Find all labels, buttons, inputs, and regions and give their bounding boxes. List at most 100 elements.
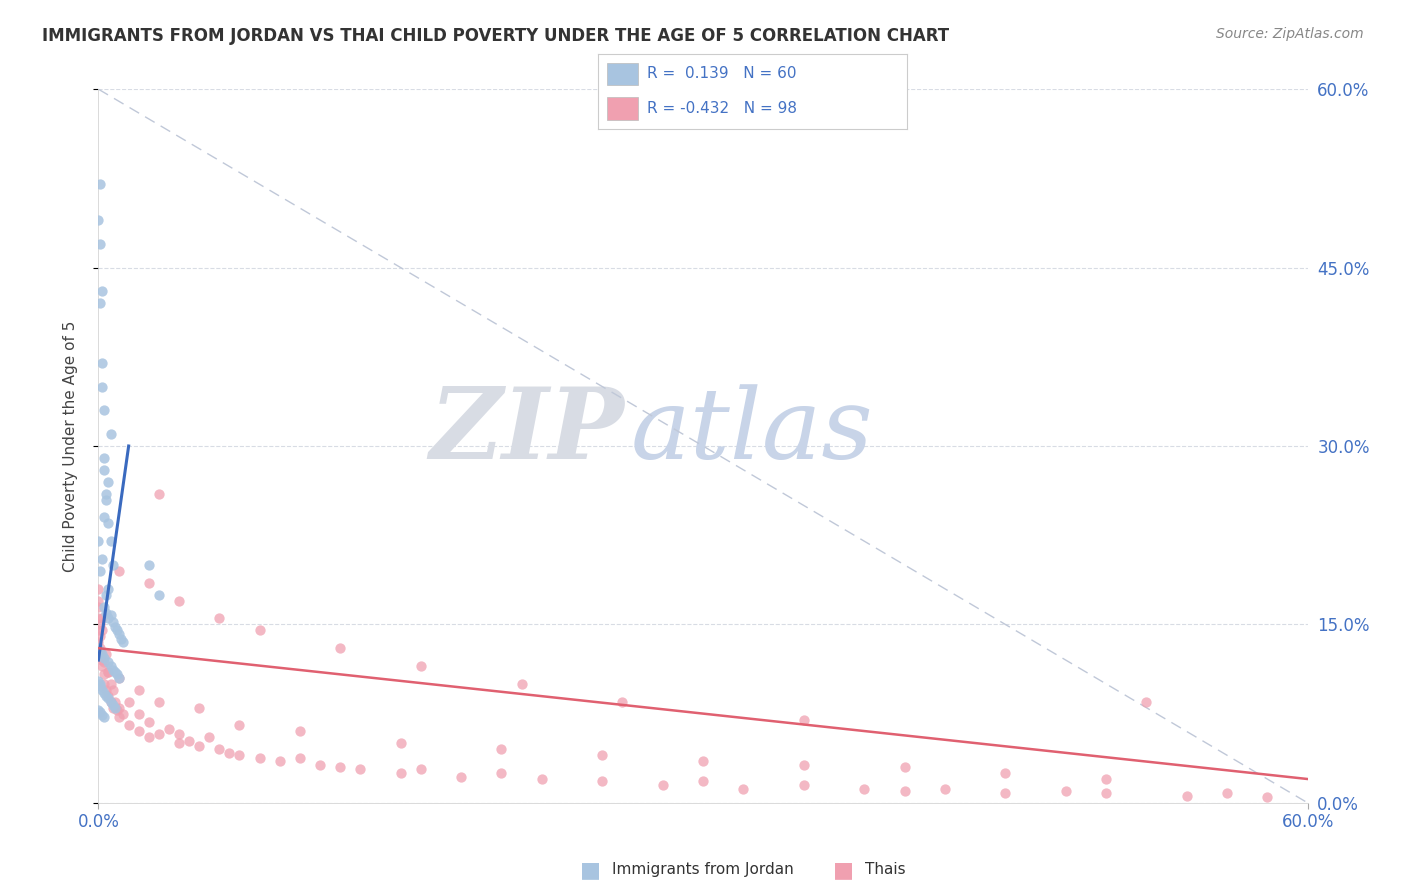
Point xyxy=(93,710,115,724)
Point xyxy=(87,703,110,717)
Point xyxy=(97,475,120,489)
Point xyxy=(105,624,128,638)
Text: ZIP: ZIP xyxy=(429,384,624,480)
Point xyxy=(167,736,190,750)
Point xyxy=(89,679,111,693)
Point xyxy=(91,682,114,697)
Point xyxy=(148,588,170,602)
Point xyxy=(87,534,110,549)
Point xyxy=(91,356,114,370)
Point xyxy=(91,647,114,661)
Point xyxy=(934,781,956,796)
Text: IMMIGRANTS FROM JORDAN VS THAI CHILD POVERTY UNDER THE AGE OF 5 CORRELATION CHAR: IMMIGRANTS FROM JORDAN VS THAI CHILD POV… xyxy=(42,27,949,45)
Point xyxy=(111,706,134,721)
Point xyxy=(87,213,110,227)
Point xyxy=(793,778,815,792)
Point xyxy=(994,786,1017,800)
Point xyxy=(97,611,120,625)
Text: Source: ZipAtlas.com: Source: ZipAtlas.com xyxy=(1216,27,1364,41)
Point xyxy=(198,731,221,745)
Point xyxy=(612,695,634,709)
Point xyxy=(1175,789,1198,803)
Point xyxy=(128,706,150,721)
Point xyxy=(96,682,118,697)
Point xyxy=(93,650,115,665)
Point xyxy=(179,734,201,748)
Bar xyxy=(607,97,638,120)
Point xyxy=(138,714,160,729)
Point xyxy=(591,748,613,763)
Point xyxy=(97,665,120,679)
Point xyxy=(188,700,211,714)
Point xyxy=(228,718,250,732)
Point xyxy=(100,677,122,691)
Point xyxy=(103,700,125,714)
Text: ■: ■ xyxy=(581,860,600,880)
Point xyxy=(1095,786,1118,800)
Point xyxy=(651,778,673,792)
Point xyxy=(97,582,120,596)
Point xyxy=(91,552,114,566)
Point xyxy=(91,707,114,722)
Point xyxy=(87,641,110,656)
Point xyxy=(491,766,513,780)
Point xyxy=(249,750,271,764)
Text: ■: ■ xyxy=(834,860,853,880)
Point xyxy=(1135,695,1157,709)
Y-axis label: Child Poverty Under the Age of 5: Child Poverty Under the Age of 5 xyxy=(63,320,77,572)
Point xyxy=(103,665,125,679)
Point xyxy=(93,450,115,465)
Point xyxy=(105,703,128,717)
Point xyxy=(491,742,513,756)
Point xyxy=(228,748,250,763)
Point xyxy=(93,403,115,417)
Point xyxy=(89,629,111,643)
Point xyxy=(91,285,114,299)
Point xyxy=(100,427,122,442)
Point xyxy=(91,379,114,393)
Point xyxy=(269,754,291,768)
Point xyxy=(208,611,231,625)
Point xyxy=(87,624,110,638)
Point xyxy=(100,695,122,709)
Point xyxy=(93,510,115,524)
Point xyxy=(510,677,533,691)
Point xyxy=(87,582,110,596)
Point xyxy=(288,724,311,739)
Point xyxy=(107,671,129,685)
Point xyxy=(93,686,115,700)
Point xyxy=(101,558,124,572)
Point xyxy=(530,772,553,786)
Point xyxy=(96,588,118,602)
Point xyxy=(409,763,432,777)
Point xyxy=(87,599,110,614)
Point xyxy=(91,611,114,625)
Point xyxy=(157,722,180,736)
Point xyxy=(103,620,125,634)
Point xyxy=(101,698,124,713)
Point xyxy=(148,695,170,709)
Point xyxy=(249,624,271,638)
Point xyxy=(87,593,110,607)
Point xyxy=(591,774,613,789)
Point xyxy=(96,689,118,703)
Text: Immigrants from Jordan: Immigrants from Jordan xyxy=(612,863,793,877)
Point xyxy=(103,695,125,709)
Point xyxy=(101,615,124,629)
Point xyxy=(101,663,124,677)
Point xyxy=(450,770,472,784)
Point xyxy=(87,70,110,85)
Point xyxy=(111,635,134,649)
Point xyxy=(389,766,412,780)
Point xyxy=(87,635,110,649)
Point xyxy=(853,781,876,796)
Point xyxy=(138,558,160,572)
Point xyxy=(1054,784,1077,798)
Point xyxy=(148,486,170,500)
Point xyxy=(93,599,115,614)
Point xyxy=(349,763,371,777)
Point xyxy=(96,606,118,620)
Point xyxy=(100,659,122,673)
Point xyxy=(101,700,124,714)
Point xyxy=(97,665,120,679)
